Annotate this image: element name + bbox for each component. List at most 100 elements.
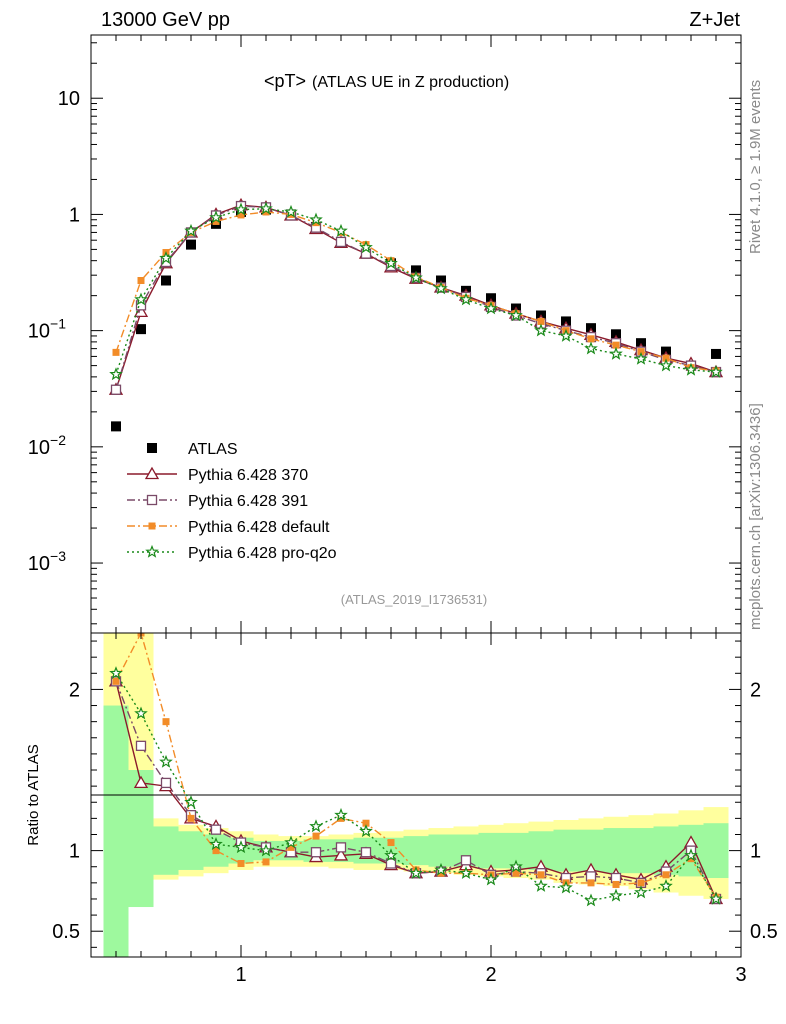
ratio-ytick-label-right-2: 0.5 bbox=[750, 921, 778, 943]
main-point-s4-15 bbox=[484, 301, 498, 315]
main-point-s4-4 bbox=[209, 210, 223, 224]
ratio-xtick-label-0: 1 bbox=[235, 964, 246, 986]
main-point-s4-16 bbox=[509, 308, 523, 322]
main-title: <pT> (ATLAS UE in Z production) bbox=[264, 71, 509, 91]
main-point-s3-1 bbox=[137, 277, 145, 285]
ratio-band-green-24 bbox=[703, 823, 729, 879]
ratio-point-s1-9 bbox=[335, 842, 347, 853]
ratio-point-s2-21 bbox=[637, 879, 645, 887]
main-point-s4-20 bbox=[609, 346, 623, 360]
ratio-band-green-13 bbox=[428, 834, 454, 867]
ratio-ticks: 1 2 3 2 2 1 1 0.5 0.5 bbox=[52, 633, 778, 986]
ratio-point-s2-22 bbox=[662, 871, 670, 879]
main-point-s3-5 bbox=[237, 211, 245, 219]
ratio-point-s3-17 bbox=[534, 878, 548, 892]
legend-entry-1: Pythia 6.428 370 bbox=[127, 466, 308, 484]
ratio-point-s1-11 bbox=[385, 858, 397, 869]
ratio-point-s3-12 bbox=[409, 866, 423, 879]
ratio-point-s1-14 bbox=[460, 855, 472, 866]
main-ytick-label-3: 10−2 bbox=[28, 432, 66, 459]
legend-label-0: ATLAS bbox=[188, 441, 238, 458]
ratio-point-s3-7 bbox=[284, 835, 298, 849]
ratio-point-s3-4 bbox=[209, 837, 223, 850]
main-point-s4-7 bbox=[284, 204, 298, 218]
ratio-series-layer bbox=[108, 633, 724, 907]
main-ytick-label-4: 10−3 bbox=[28, 548, 66, 575]
main-point-s0-2 bbox=[161, 275, 171, 286]
ratio-xtick-label-2: 3 bbox=[735, 964, 746, 986]
legend-marker-0 bbox=[147, 443, 157, 453]
ratio-band-green-20 bbox=[603, 828, 629, 874]
ratio-point-s3-9 bbox=[334, 807, 348, 822]
legend-marker-2 bbox=[146, 494, 158, 506]
ratio-point-s3-22 bbox=[659, 878, 673, 892]
ratio-point-s3-19 bbox=[584, 893, 598, 907]
main-point-s4-14 bbox=[459, 292, 473, 306]
legend-label-2: Pythia 6.428 391 bbox=[188, 493, 308, 510]
ratio-point-s2-6 bbox=[262, 858, 270, 866]
ratio-band-green-21 bbox=[628, 828, 654, 874]
main-point-s0-1 bbox=[136, 324, 146, 335]
ratio-point-s3-18 bbox=[559, 880, 573, 894]
ratio-xtick-label-1: 2 bbox=[485, 964, 496, 986]
main-point-s3-17 bbox=[537, 317, 545, 325]
main-series-line-4 bbox=[115, 207, 717, 375]
main-title-sub: (ATLAS UE in Z production) bbox=[312, 74, 509, 91]
ratio-point-s3-11 bbox=[384, 848, 398, 862]
main-point-s4-19 bbox=[584, 341, 598, 355]
main-point-s3-22 bbox=[662, 354, 670, 362]
main-point-s3-0 bbox=[112, 348, 120, 356]
legend-marker-4 bbox=[145, 544, 159, 558]
ratio-ytick-label-2: 0.5 bbox=[52, 921, 80, 943]
ratio-point-s2-8 bbox=[312, 832, 320, 840]
ratio-point-s3-13 bbox=[434, 862, 448, 876]
main-series-line-1 bbox=[115, 204, 717, 390]
main-point-s4-24 bbox=[709, 364, 723, 378]
main-point-s4-10 bbox=[359, 240, 373, 254]
ratio-point-s3-24 bbox=[709, 891, 723, 905]
ratio-point-s3-23 bbox=[684, 848, 698, 862]
ratio-point-s2-17 bbox=[537, 871, 545, 879]
header-right: Z+Jet bbox=[689, 9, 740, 31]
main-point-s0-3 bbox=[186, 239, 196, 250]
ratio-ytick-label-1: 1 bbox=[69, 841, 80, 863]
ratio-point-s3-0 bbox=[109, 666, 123, 680]
main-point-s4-17 bbox=[534, 323, 548, 337]
ratio-point-s3-3 bbox=[184, 795, 198, 809]
main-point-s4-22 bbox=[659, 358, 673, 372]
ratio-point-s3-14 bbox=[459, 866, 473, 879]
main-series-line-3 bbox=[115, 211, 717, 372]
main-frame bbox=[90, 34, 742, 634]
legend-label-3: Pythia 6.428 default bbox=[188, 519, 330, 536]
rivet-version-text: Rivet 4.1.0, ≥ 1.9M events bbox=[747, 80, 764, 254]
ratio-point-s3-16 bbox=[509, 859, 523, 873]
ratio-band-green-0 bbox=[103, 705, 129, 957]
main-series-line-2 bbox=[115, 205, 717, 390]
main-point-s4-18 bbox=[559, 328, 573, 342]
ratio-point-s0-1 bbox=[133, 775, 149, 789]
ratio-band-green-18 bbox=[553, 829, 579, 872]
main-panel: 10 1 10−1 10−2 10−3 <pT> (ATLAS UE in Z produ… bbox=[28, 34, 742, 634]
ratio-point-s3-21 bbox=[634, 885, 648, 899]
legend-label-1: Pythia 6.428 370 bbox=[188, 467, 308, 484]
ratio-point-s2-4 bbox=[212, 847, 220, 855]
ratio-point-s1-4 bbox=[210, 824, 222, 835]
ratio-band-green-2 bbox=[153, 826, 179, 875]
ratio-point-s3-5 bbox=[234, 840, 248, 854]
legend-entry-4: Pythia 6.428 pro-q2o bbox=[127, 544, 337, 562]
main-point-s0-0 bbox=[111, 421, 121, 432]
main-point-s0-20 bbox=[611, 329, 621, 340]
ratio-ytick-label-0: 2 bbox=[69, 679, 80, 701]
legend: ATLAS Pythia 6.428 370 Pythia 6.428 391 Pyt… bbox=[127, 441, 337, 562]
ratio-point-s1-8 bbox=[310, 847, 322, 858]
main-point-s4-5 bbox=[234, 202, 248, 216]
main-point-s3-4 bbox=[212, 217, 220, 225]
ratio-point-s3-15 bbox=[484, 872, 498, 886]
main-point-s4-3 bbox=[184, 223, 198, 237]
ratio-ytick-label-right-0: 2 bbox=[750, 679, 761, 701]
ratio-point-s2-10 bbox=[362, 819, 370, 827]
ratio-point-s2-19 bbox=[587, 879, 595, 887]
main-point-s4-21 bbox=[634, 351, 648, 365]
legend-label-4: Pythia 6.428 pro-q2o bbox=[188, 545, 337, 562]
